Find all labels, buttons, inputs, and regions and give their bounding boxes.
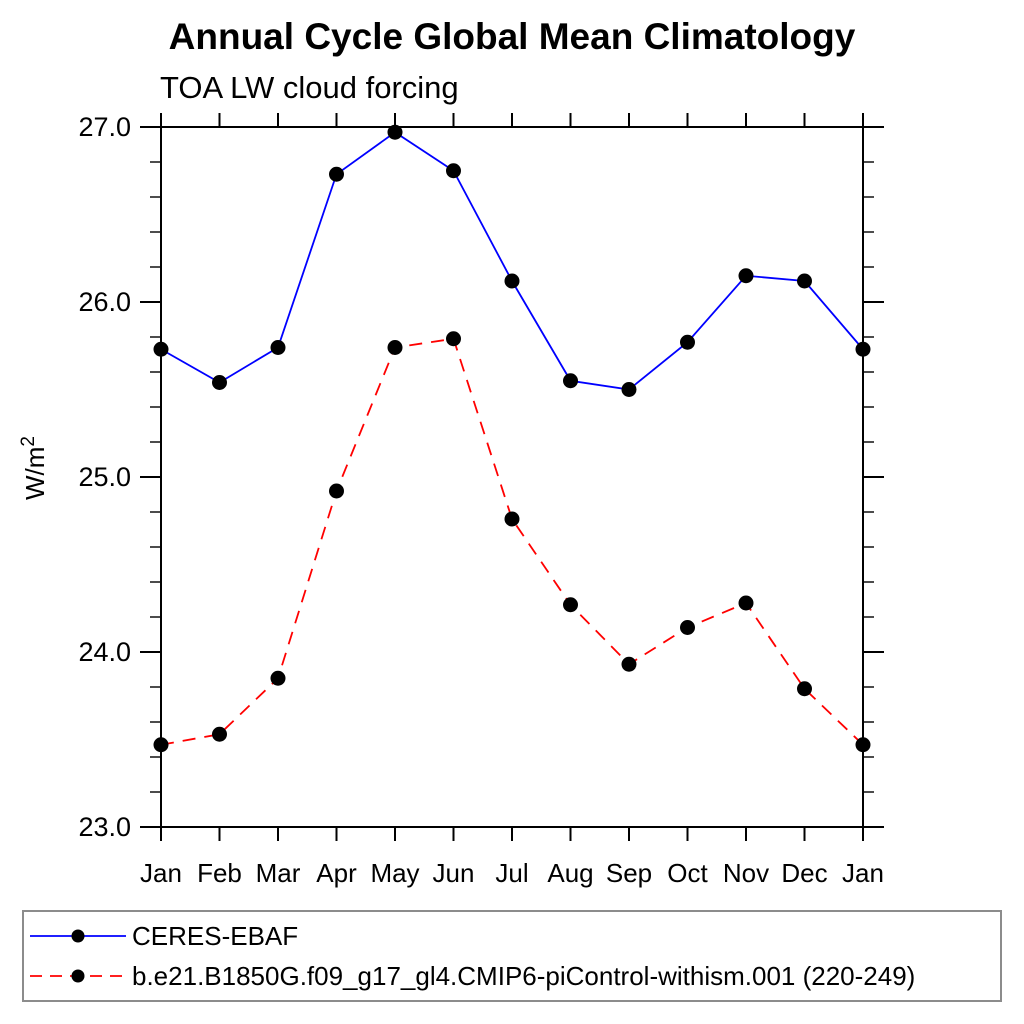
data-point-marker-s0-Dec xyxy=(797,273,812,289)
legend-label-observation: CERES-EBAF xyxy=(132,920,299,951)
data-point-marker-s1-Dec xyxy=(797,681,812,697)
legend-solid-line-icon xyxy=(30,929,126,943)
data-point-marker-s1-Jan xyxy=(855,737,871,753)
x-tick-label: Jul xyxy=(495,858,528,888)
series-line-0 xyxy=(160,131,864,391)
data-point-marker-s0-Sep xyxy=(621,382,637,397)
legend-marker-dot-icon xyxy=(71,969,85,983)
data-point-marker-s0-May xyxy=(387,124,403,140)
x-tick-label: Sep xyxy=(606,858,652,888)
x-tick-label: Jan xyxy=(842,858,884,888)
x-tick-label: Mar xyxy=(256,858,301,888)
plot-frame xyxy=(160,126,864,828)
data-point-marker-s1-Jul xyxy=(504,511,520,527)
x-tick-label: Aug xyxy=(547,858,593,888)
data-point-marker-s0-Jan xyxy=(855,341,871,357)
x-tick-label: Dec xyxy=(781,858,827,888)
chart-subtitle: TOA LW cloud forcing xyxy=(160,70,459,105)
x-tick-label: Feb xyxy=(197,858,242,888)
legend-label-model: b.e21.B1850G.f09_g17_gl4.CMIP6-piControl… xyxy=(132,960,916,991)
data-point-marker-s0-Mar xyxy=(270,340,286,355)
legend: CERES-EBAF b.e21.B1850G.f09_g17_gl4.CMIP… xyxy=(22,910,1002,1002)
x-tick-label: Oct xyxy=(667,858,708,888)
data-point-marker-s1-Jan xyxy=(153,737,169,753)
data-point-marker-s1-Mar xyxy=(270,670,286,686)
legend-item-observation: CERES-EBAF xyxy=(24,918,1000,954)
x-tick-label: Apr xyxy=(316,858,357,888)
data-point-marker-s1-May xyxy=(387,340,403,355)
plot-area: Jan Feb Mar Apr May Jun Jul Aug Sep Oct Nov Dec Jan 2… xyxy=(18,112,884,888)
data-point-marker-s0-Feb xyxy=(212,375,227,390)
data-point-marker-s1-Apr xyxy=(329,483,344,499)
x-tick-label: Nov xyxy=(723,858,769,888)
x-tick-label: Jun xyxy=(433,858,475,888)
y-tick-label: 25.0 xyxy=(78,462,131,492)
data-point-marker-s1-Aug xyxy=(563,597,578,613)
y-axis-label: W/m2 xyxy=(18,436,50,500)
legend-dashed-line-icon xyxy=(30,969,126,983)
data-point-marker-s0-Oct xyxy=(680,334,695,350)
y-tick-label: 26.0 xyxy=(78,287,131,317)
data-point-marker-s0-Nov xyxy=(738,268,754,284)
data-point-marker-s0-Jun xyxy=(446,163,461,179)
legend-marker-dot-icon xyxy=(71,929,85,943)
data-point-marker-s0-Aug xyxy=(563,373,578,389)
chart-title: Annual Cycle Global Mean Climatology xyxy=(168,16,856,57)
data-point-marker-s0-Jan xyxy=(153,341,169,357)
y-tick-label: 24.0 xyxy=(78,637,131,667)
y-tick-label: 23.0 xyxy=(78,812,131,842)
x-tick-label: Jan xyxy=(140,858,182,888)
legend-item-model: b.e21.B1850G.f09_g17_gl4.CMIP6-piControl… xyxy=(24,958,1000,994)
data-point-marker-s1-Jun xyxy=(446,331,461,347)
data-point-marker-s0-Apr xyxy=(329,166,344,182)
x-tick-label: May xyxy=(370,858,419,888)
data-point-marker-s1-Feb xyxy=(212,726,227,742)
data-point-marker-s1-Sep xyxy=(621,656,637,672)
data-point-marker-s1-Nov xyxy=(738,595,754,611)
y-tick-label: 27.0 xyxy=(78,112,131,142)
data-point-marker-s0-Jul xyxy=(504,273,520,289)
data-point-marker-s1-Oct xyxy=(680,620,695,635)
series-line-1 xyxy=(160,337,864,746)
